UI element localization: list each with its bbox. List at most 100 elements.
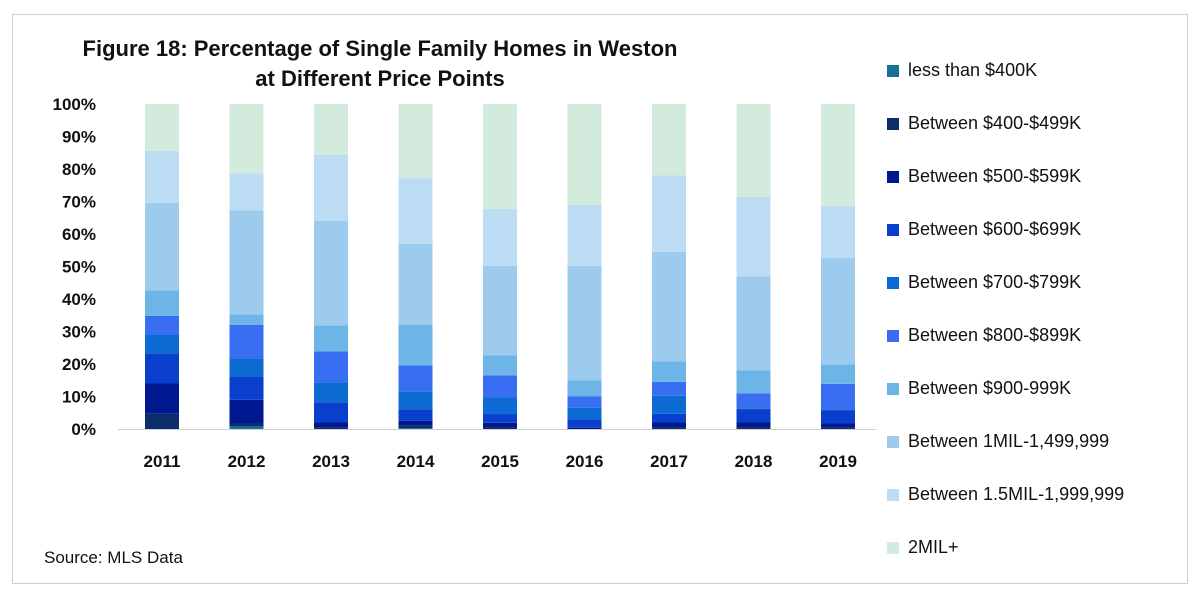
- y-tick-label: 90%: [62, 128, 96, 147]
- y-tick-label: 30%: [62, 323, 96, 342]
- bar-segment: [398, 425, 433, 429]
- bar-segment: [398, 365, 433, 392]
- bar-segment: [145, 202, 179, 291]
- stacked-bar-chart: 0% 10% 20% 30% 40% 50% 60% 70% 80% 90% 100% 2011 201…: [53, 95, 876, 471]
- legend-swatch: [887, 382, 899, 395]
- bar-segment: [145, 353, 179, 384]
- legend-item: Between $700-$799K: [887, 256, 1124, 309]
- source-note: Source: MLS Data: [44, 548, 183, 567]
- bar-segment: [652, 413, 686, 423]
- bar-segment: [398, 104, 433, 179]
- bar-segment: [314, 154, 348, 221]
- legend-label: Between $700-$799K: [908, 272, 1082, 292]
- x-tick-label: 2019: [819, 452, 857, 471]
- legend-item: Between $900-999K: [887, 362, 1124, 415]
- bar-segment: [229, 377, 264, 400]
- legend-label: Between 1.5MIL-1,999,999: [908, 484, 1125, 504]
- bar-segment: [229, 104, 264, 174]
- bar-segment: [398, 325, 433, 366]
- bar-segment: [314, 427, 348, 429]
- legend-item: 2MIL+: [887, 521, 1124, 574]
- bar-segment: [736, 370, 771, 394]
- bar-segment: [229, 358, 264, 377]
- bar-segment: [821, 258, 855, 365]
- bar-segment: [229, 314, 264, 325]
- bar-segment: [314, 220, 348, 326]
- legend-label: Between $600-$699K: [908, 219, 1082, 239]
- y-tick-label: 20%: [62, 355, 96, 374]
- bar-segment: [567, 204, 602, 266]
- y-tick-label: 10%: [62, 388, 96, 407]
- bar-segment: [567, 265, 602, 381]
- x-tick-label: 2016: [566, 452, 604, 471]
- legend-swatch: [887, 541, 899, 554]
- bar-segment: [229, 173, 264, 211]
- bar-segment: [483, 422, 517, 428]
- bar-segment: [483, 414, 517, 423]
- bar-segment: [652, 422, 686, 428]
- legend-item: Between 1MIL-1,499,999: [887, 415, 1124, 468]
- bar-segment: [567, 419, 602, 428]
- bar-segment: [398, 243, 433, 325]
- bar-segment: [398, 420, 433, 426]
- bar-segment: [567, 380, 602, 397]
- legend-swatch: [887, 276, 899, 289]
- y-tick-label: 0%: [71, 420, 96, 439]
- bar-segment: [821, 410, 855, 424]
- bar-segment: [736, 409, 771, 423]
- bar-segment: [145, 315, 179, 335]
- bar-segment: [483, 427, 517, 429]
- bar-segment: [652, 175, 686, 252]
- legend-item: Between $400-$499K: [887, 97, 1124, 150]
- y-tick-label: 100%: [53, 95, 96, 114]
- legend-label: Between $900-999K: [908, 378, 1072, 398]
- bar-segment: [821, 423, 855, 428]
- bar-segment: [736, 196, 771, 277]
- legend-swatch: [887, 223, 899, 236]
- bar-segment: [567, 407, 602, 420]
- chart-title: Figure 18: Percentage of Single Family H…: [30, 34, 730, 94]
- bar-segment: [736, 427, 771, 429]
- bar-segment: [229, 426, 264, 429]
- bar-segment: [398, 178, 433, 244]
- bar-segment: [736, 104, 771, 197]
- bar-segment: [821, 364, 855, 384]
- legend-swatch: [887, 117, 899, 130]
- bar-segment: [145, 413, 179, 429]
- bar-segment: [736, 422, 771, 428]
- bar-segment: [652, 381, 686, 396]
- bar-segment: [398, 391, 433, 410]
- bar-segment: [314, 351, 348, 383]
- legend-label: Between $500-$599K: [908, 166, 1082, 186]
- x-tick-label: 2018: [735, 452, 773, 471]
- legend-swatch: [887, 435, 899, 448]
- legend-label: Between 1MIL-1,499,999: [908, 431, 1110, 451]
- bar-segment: [736, 276, 771, 371]
- bar-segment: [483, 265, 517, 356]
- x-tick-label: 2013: [312, 452, 350, 471]
- bar-segment: [483, 375, 517, 398]
- bar-segment: [145, 150, 179, 203]
- y-tick-label: 50%: [62, 258, 96, 277]
- legend-item: less than $400K: [887, 44, 1124, 97]
- bar-segment: [483, 397, 517, 415]
- legend-swatch: [887, 329, 899, 342]
- y-tick-label: 70%: [62, 193, 96, 212]
- legend-swatch: [887, 170, 899, 183]
- bar-segment: [483, 104, 517, 209]
- bar-segment: [229, 423, 264, 427]
- bar-segment: [652, 251, 686, 362]
- bar-segment: [314, 402, 348, 423]
- bar-segment: [821, 427, 855, 429]
- x-tick-label: 2012: [228, 452, 266, 471]
- bar-segment: [229, 210, 264, 315]
- legend-item: Between $500-$599K: [887, 150, 1124, 203]
- legend-label: 2MIL+: [908, 537, 959, 557]
- bar-segment: [821, 104, 855, 207]
- legend-swatch: [887, 64, 899, 77]
- legend-label: Between $800-$899K: [908, 325, 1082, 345]
- legend-item: Between $600-$699K: [887, 203, 1124, 256]
- bar-segment: [821, 206, 855, 259]
- legend-item: Between 1.5MIL-1,999,999: [887, 468, 1124, 521]
- x-tick-label: 2014: [397, 452, 435, 471]
